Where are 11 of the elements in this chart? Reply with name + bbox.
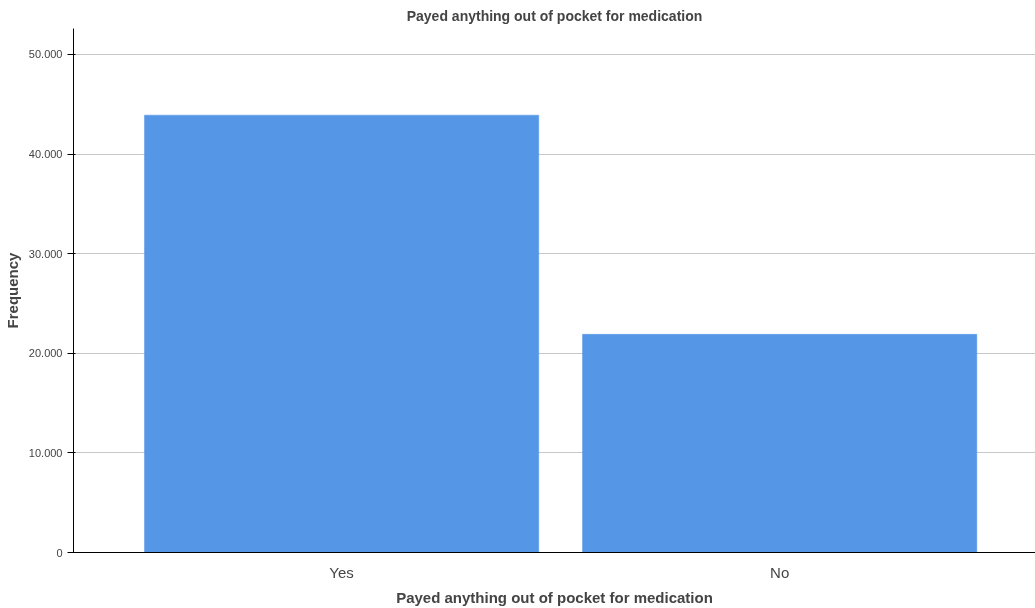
y-tick-label: 40.000 xyxy=(28,148,63,161)
x-axis-title: Payed anything out of pocket for medication xyxy=(396,588,713,606)
y-axis-title: Frequency xyxy=(3,251,21,329)
y-tick-label: 0 xyxy=(56,546,63,559)
chart-title: Payed anything out of pocket for medication xyxy=(406,7,703,24)
y-tick-label: 50.000 xyxy=(28,48,63,61)
y-tick-label: 30.000 xyxy=(28,247,63,260)
x-tick-label: No xyxy=(770,563,790,581)
y-tick-label: 20.000 xyxy=(28,347,63,360)
y-tick-label: 10.000 xyxy=(28,446,63,459)
x-tick-label: Yes xyxy=(329,563,354,581)
